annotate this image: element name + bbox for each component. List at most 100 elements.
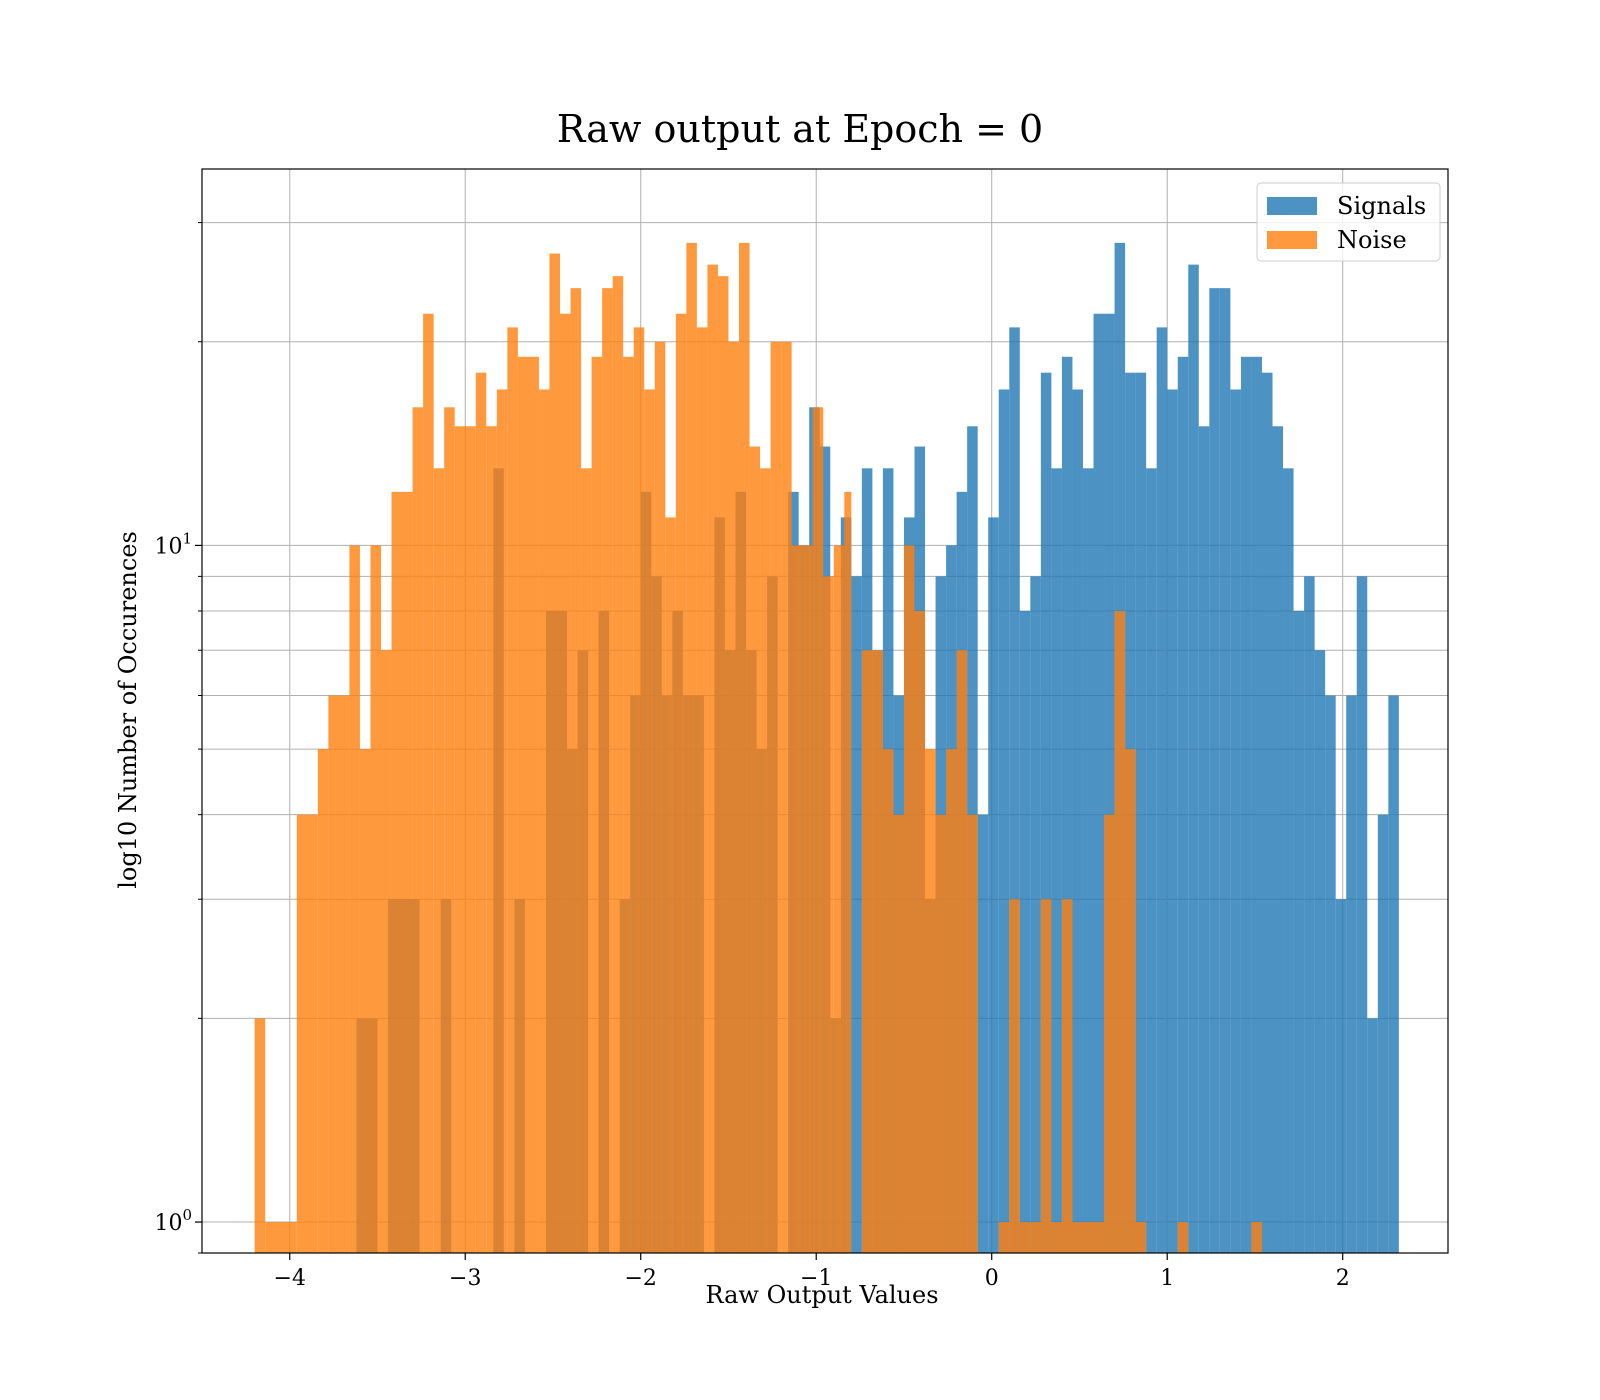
noise-bar (423, 313, 434, 1253)
noise-bar (935, 814, 947, 1253)
noise-bar (903, 545, 915, 1253)
signals-bar (1325, 695, 1336, 1253)
noise-bar (882, 749, 894, 1253)
signals-bar (1261, 372, 1273, 1254)
noise-bar (1061, 899, 1073, 1253)
x-tick-label: −4 (274, 1266, 306, 1291)
series-noise (254, 242, 1262, 1254)
noise-bar (1040, 899, 1052, 1253)
noise-bar (602, 288, 613, 1253)
signals-bar (1146, 468, 1157, 1253)
noise-bar (444, 407, 455, 1253)
noise-bar (644, 389, 655, 1253)
noise-bar (496, 389, 508, 1253)
noise-bar (707, 264, 718, 1253)
noise-bar (581, 468, 592, 1253)
noise-bar (802, 545, 813, 1253)
legend-label-noise: Noise (1337, 226, 1407, 254)
noise-bar (861, 650, 883, 1253)
signals-bar (1135, 372, 1147, 1254)
signals-bar (1377, 814, 1389, 1253)
noise-bar (486, 426, 497, 1253)
noise-bar (633, 327, 645, 1253)
signals-bar (1156, 327, 1168, 1253)
noise-bar (391, 491, 413, 1254)
noise-bar (381, 650, 392, 1253)
noise-bar (686, 242, 697, 1254)
noise-bar (728, 341, 740, 1253)
noise-bar (359, 749, 371, 1253)
noise-bar (967, 814, 978, 1253)
x-tick-label: 0 (985, 1266, 999, 1291)
noise-bar (812, 407, 824, 1253)
signals-bar (1283, 468, 1294, 1253)
signals-bar (1040, 372, 1052, 1254)
noise-bar (1082, 1222, 1094, 1253)
noise-bar (675, 313, 687, 1253)
signals-bar (1104, 313, 1115, 1253)
noise-bar (665, 517, 676, 1253)
signals-bar (1167, 389, 1178, 1253)
signals-bar (1072, 389, 1083, 1253)
y-tick-label: 101 (154, 529, 192, 559)
x-tick-label: −1 (800, 1266, 832, 1291)
noise-bar (781, 341, 792, 1253)
signals-bar (1009, 327, 1020, 1253)
noise-bar (433, 468, 445, 1253)
signals-bar (1293, 610, 1305, 1253)
y-tick-label: 100 (154, 1206, 192, 1236)
signals-bar (851, 576, 862, 1253)
noise-bar (1135, 1222, 1147, 1253)
signals-bar (1093, 313, 1105, 1253)
noise-bar (317, 749, 329, 1253)
noise-bar (956, 650, 968, 1253)
noise-bar (749, 446, 761, 1253)
noise-bar (623, 356, 634, 1253)
signals-bar (1356, 576, 1368, 1253)
noise-bar (328, 695, 350, 1253)
bars (254, 242, 1399, 1254)
noise-bar (570, 288, 582, 1253)
legend-swatch-noise (1267, 231, 1317, 249)
signals-bar (1219, 288, 1231, 1253)
noise-bar (1072, 1222, 1083, 1253)
signals-bar (1051, 468, 1062, 1253)
noise-bar (507, 327, 518, 1253)
signals-bar (1209, 288, 1220, 1253)
noise-bar (770, 341, 782, 1253)
signals-bar (1346, 695, 1357, 1253)
x-tick-label: 2 (1336, 1266, 1350, 1291)
noise-bar (925, 749, 936, 1253)
noise-bar (1177, 1222, 1189, 1253)
noise-bar (296, 814, 318, 1253)
signals-bar (1198, 426, 1210, 1253)
signals-bar (1272, 426, 1284, 1253)
signals-bar (1314, 650, 1326, 1253)
noise-bar (1093, 1222, 1105, 1253)
noise-bar (412, 407, 424, 1253)
signals-bar (1082, 468, 1094, 1253)
noise-bar (370, 545, 382, 1253)
signals-bar (1177, 356, 1189, 1253)
noise-bar (791, 545, 803, 1253)
signals-bar (1367, 1018, 1378, 1253)
noise-bar (549, 253, 561, 1253)
signals-bar (1019, 610, 1031, 1253)
plot-frame (201, 168, 1449, 1254)
signals-bar (1230, 389, 1241, 1253)
noise-bar (739, 242, 750, 1254)
x-axis-label: Raw Output Values (705, 1281, 938, 1309)
noise-bar (560, 313, 571, 1253)
signals-bar (1251, 356, 1262, 1253)
noise-bar (696, 327, 708, 1253)
noise-bar (1114, 610, 1126, 1253)
chart-title: Raw output at Epoch = 0 (557, 107, 1043, 151)
noise-bar (1125, 749, 1136, 1253)
noise-bar (517, 356, 539, 1253)
signals-bar (988, 517, 999, 1253)
noise-bar (823, 576, 834, 1253)
x-tick-label: 1 (1160, 1266, 1174, 1291)
noise-bar (717, 276, 729, 1254)
noise-bar (454, 426, 476, 1253)
